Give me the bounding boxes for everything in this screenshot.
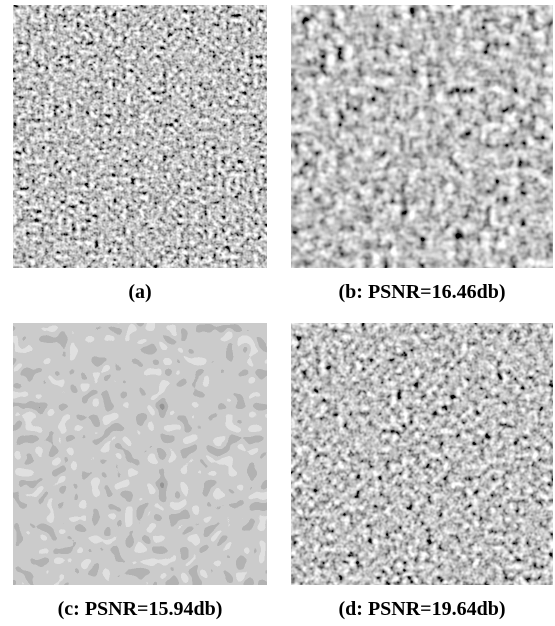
- image-a: [13, 5, 267, 268]
- caption: (b: PSNR=16.46db): [291, 281, 553, 304]
- image-b: [291, 5, 553, 268]
- texture: [13, 5, 267, 268]
- image-c: [13, 323, 267, 585]
- noise: [13, 5, 267, 268]
- caption: (c: PSNR=15.94db): [5, 598, 275, 621]
- noise: [13, 323, 267, 585]
- caption: (a): [13, 281, 267, 304]
- noise: [291, 5, 553, 268]
- texture: [13, 323, 267, 585]
- image-d: [291, 323, 553, 585]
- noise: [291, 323, 553, 585]
- texture: [291, 323, 553, 585]
- caption: (d: PSNR=19.64db): [291, 598, 553, 621]
- texture: [291, 5, 553, 268]
- figure: {"panels": [ {"caption": "(a)"}, {"capti…: [0, 0, 555, 626]
